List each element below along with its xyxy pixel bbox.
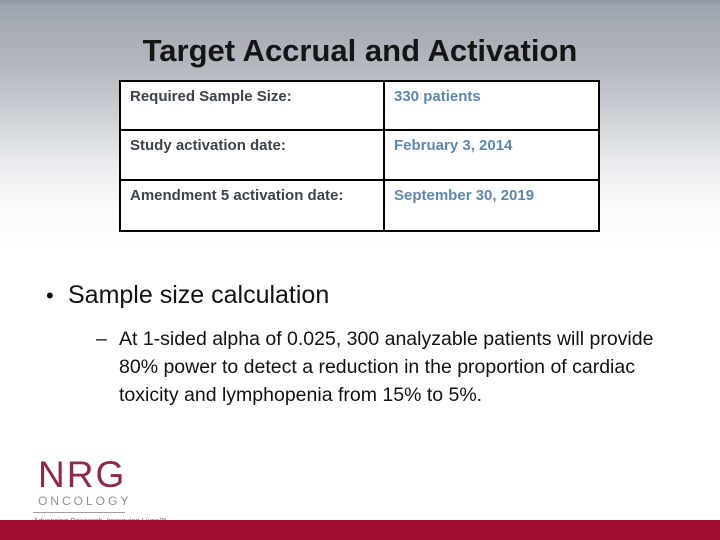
table-row-value: September 30, 2019 xyxy=(394,186,535,204)
table-row-label: Study activation date: xyxy=(121,131,385,181)
accrual-table: Required Sample Size: 330 patients Study… xyxy=(119,80,600,232)
sub-bullet-item-alpha-power: – At 1-sided alpha of 0.025, 300 analyza… xyxy=(96,325,688,409)
table-row-value: February 3, 2014 xyxy=(385,131,598,181)
logo-divider xyxy=(33,512,125,513)
nrg-oncology-logo: NRG ONCOLOGY Advancing Research, Improvi… xyxy=(33,454,218,525)
bullet-item-sample-size-calculation: • Sample size calculation xyxy=(46,281,329,310)
table-row-label: Required Sample Size: xyxy=(121,82,385,132)
sub-bullet-marker: – xyxy=(96,328,107,350)
bullet-marker: • xyxy=(46,283,54,308)
table-row-value: 330 patients xyxy=(385,82,598,132)
sub-bullet-text: At 1-sided alpha of 0.025, 300 analyzabl… xyxy=(119,328,654,407)
logo-wordmark: NRG xyxy=(38,454,127,495)
bullet-text: Sample size calculation xyxy=(68,281,330,309)
logo-subtitle: ONCOLOGY xyxy=(38,494,132,508)
slide-title: Target Accrual and Activation xyxy=(142,33,578,68)
footer-accent-bar xyxy=(0,520,720,540)
table-row-label: Amendment 5 activation date: xyxy=(121,180,385,230)
